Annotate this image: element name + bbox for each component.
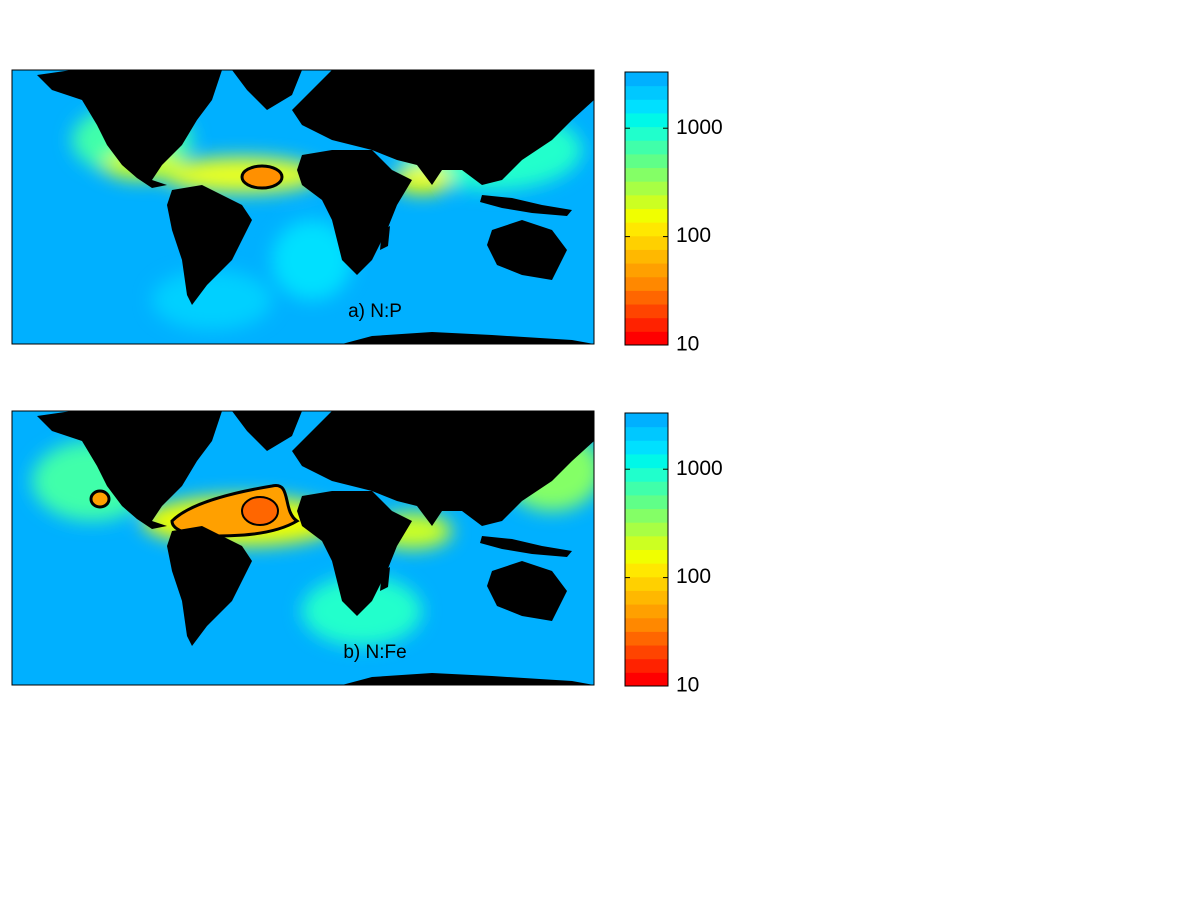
colorbar-step (625, 181, 668, 196)
colorbar-step (625, 481, 668, 496)
colorbar-step (625, 563, 668, 578)
colorbar-step (625, 276, 668, 291)
colorbar-step (625, 631, 668, 646)
colorbar-step (625, 317, 668, 332)
colorbar-step (625, 263, 668, 278)
colorbar-step (625, 604, 668, 619)
map-b (12, 411, 594, 685)
map-a (12, 70, 594, 344)
panel-label: b) N:Fe (343, 642, 406, 663)
colorbar-step (625, 72, 668, 87)
colorbar-step (625, 112, 668, 128)
colorbar-step (625, 249, 668, 264)
colorbar-step (625, 453, 668, 469)
colorbar-step (625, 290, 668, 305)
colorbar-step (625, 167, 668, 182)
colorbar-step (625, 222, 668, 237)
colorbar-step (625, 413, 668, 428)
contour-region (242, 166, 282, 188)
map-frame (11, 69, 595, 345)
colorbar-step (625, 645, 668, 660)
colorbar-frame (624, 71, 669, 346)
colorbar-step (625, 426, 668, 441)
colorbar-step (625, 535, 668, 550)
colorbar-frame (624, 412, 669, 687)
colorbar-step (625, 304, 668, 319)
panel-label: a) N:P (348, 301, 402, 322)
colorbar-step (625, 576, 668, 591)
colorbar-tick-label: 100 (676, 224, 711, 247)
colorbar-tick-label: 10 (676, 333, 699, 356)
colorbar-step (625, 440, 668, 455)
colorbar-step (625, 153, 668, 169)
colorbar-step (625, 126, 668, 141)
contour (240, 164, 284, 190)
colorbar-step (625, 331, 668, 346)
colorbar-step (625, 522, 668, 537)
contour (241, 496, 279, 526)
map-frame (11, 410, 595, 686)
colorbar-step (625, 194, 668, 209)
colorbar-step (625, 672, 668, 687)
colorbar-step (625, 208, 668, 223)
colorbar-step (625, 658, 668, 673)
contour (89, 489, 111, 509)
colorbar-step (625, 508, 668, 523)
colorbar-step (625, 617, 668, 632)
colorbar-step (625, 590, 668, 605)
colorbar-tick-label: 1000 (676, 457, 723, 480)
colorbar-step (625, 549, 668, 564)
colorbar-step (625, 467, 668, 482)
colorbar-tick-label: 100 (676, 565, 711, 588)
colorbar-step (625, 140, 668, 155)
colorbar-step (625, 235, 668, 250)
colorbar-step (625, 494, 668, 510)
colorbar-step (625, 85, 668, 100)
colorbar-tick-label: 10 (676, 674, 699, 697)
colorbar-tick-label: 1000 (676, 116, 723, 139)
colorbar-step (625, 99, 668, 114)
